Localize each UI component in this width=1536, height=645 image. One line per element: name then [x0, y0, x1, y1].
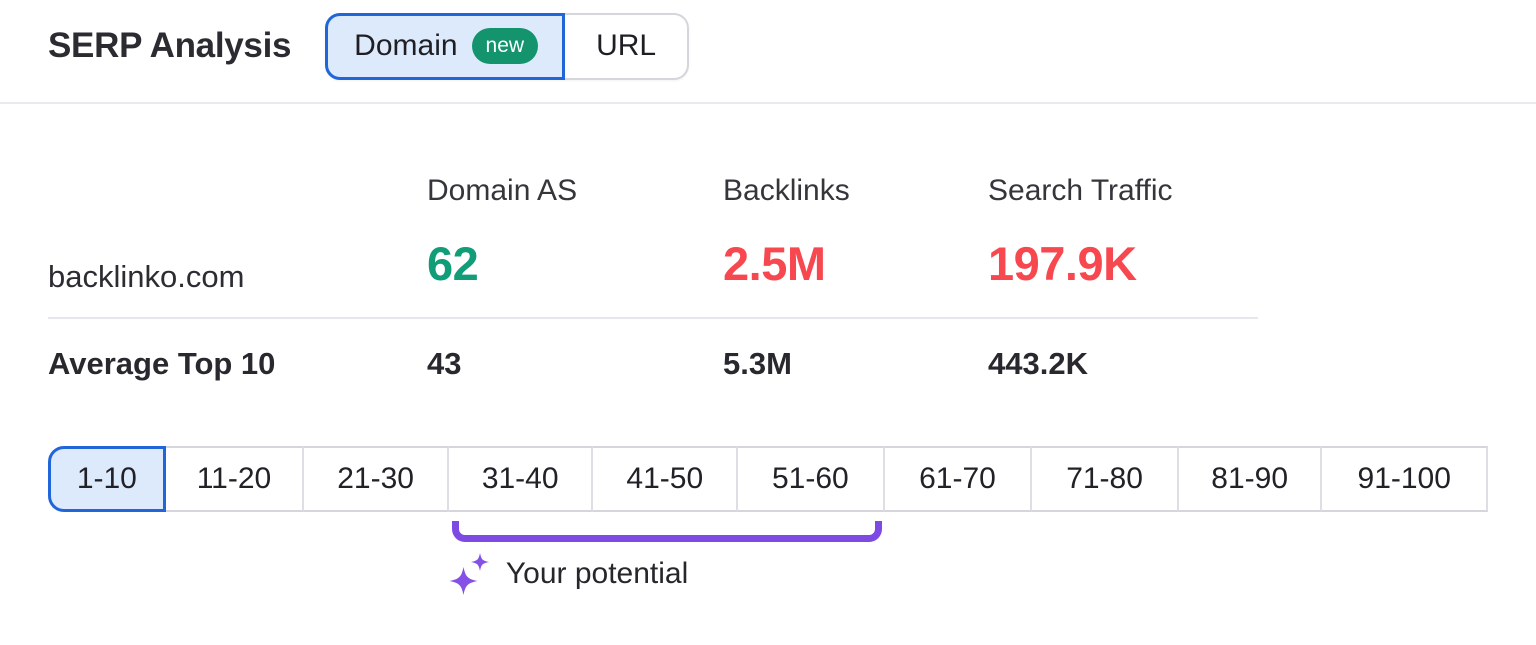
average-search-traffic-value: 443.2K: [988, 345, 1088, 381]
rank-range-31-40[interactable]: 31-40: [448, 445, 594, 512]
rank-range-81-90[interactable]: 81-90: [1178, 445, 1323, 512]
toggle-option-url[interactable]: URL: [565, 12, 690, 80]
rank-range-71-80[interactable]: 71-80: [1032, 445, 1179, 512]
toggle-url-label: URL: [596, 29, 657, 62]
rank-range-selector: 1-10 11-20 21-30 31-40 41-50 51-60 61-70…: [48, 445, 1488, 596]
domain-url-toggle: Domain new URL: [325, 12, 690, 80]
average-backlinks-value: 5.3M: [723, 345, 792, 381]
new-badge: new: [471, 28, 539, 64]
table-row-average-label: Average Top 10: [48, 345, 276, 381]
domain-as-value: 62: [427, 237, 479, 290]
rank-range-41-50[interactable]: 41-50: [593, 445, 739, 512]
column-head-domain-as: Domain AS: [427, 174, 578, 207]
rank-range-91-100[interactable]: 91-100: [1322, 445, 1488, 512]
column-head-empty: [48, 104, 427, 208]
toggle-option-domain[interactable]: Domain new: [325, 12, 566, 80]
rank-range-51-60[interactable]: 51-60: [738, 445, 885, 512]
rank-range-1-10[interactable]: 1-10: [48, 445, 166, 512]
search-traffic-value: 197.9K: [988, 237, 1137, 290]
divider: [48, 316, 1258, 319]
your-potential: Your potential: [449, 552, 1488, 596]
toggle-domain-label: Domain: [354, 29, 458, 62]
column-head-search-traffic: Search Traffic: [988, 174, 1173, 207]
rank-range-21-30[interactable]: 21-30: [304, 445, 449, 512]
rank-range-11-20[interactable]: 11-20: [165, 445, 305, 512]
potential-bracket: [451, 520, 882, 542]
backlinks-value: 2.5M: [723, 237, 826, 290]
sparkle-icon: [449, 552, 489, 595]
column-head-backlinks: Backlinks: [723, 174, 850, 207]
serp-stats-table: Domain AS Backlinks Search Traffic backl…: [48, 104, 1488, 414]
average-domain-as-value: 43: [427, 345, 462, 381]
your-potential-label: Your potential: [505, 557, 689, 591]
table-row-domain-label: backlinko.com: [48, 259, 245, 295]
rank-range-61-70[interactable]: 61-70: [884, 445, 1033, 512]
page-title: SERP Analysis: [48, 26, 292, 65]
header: SERP Analysis Domain new URL: [0, 0, 1536, 104]
